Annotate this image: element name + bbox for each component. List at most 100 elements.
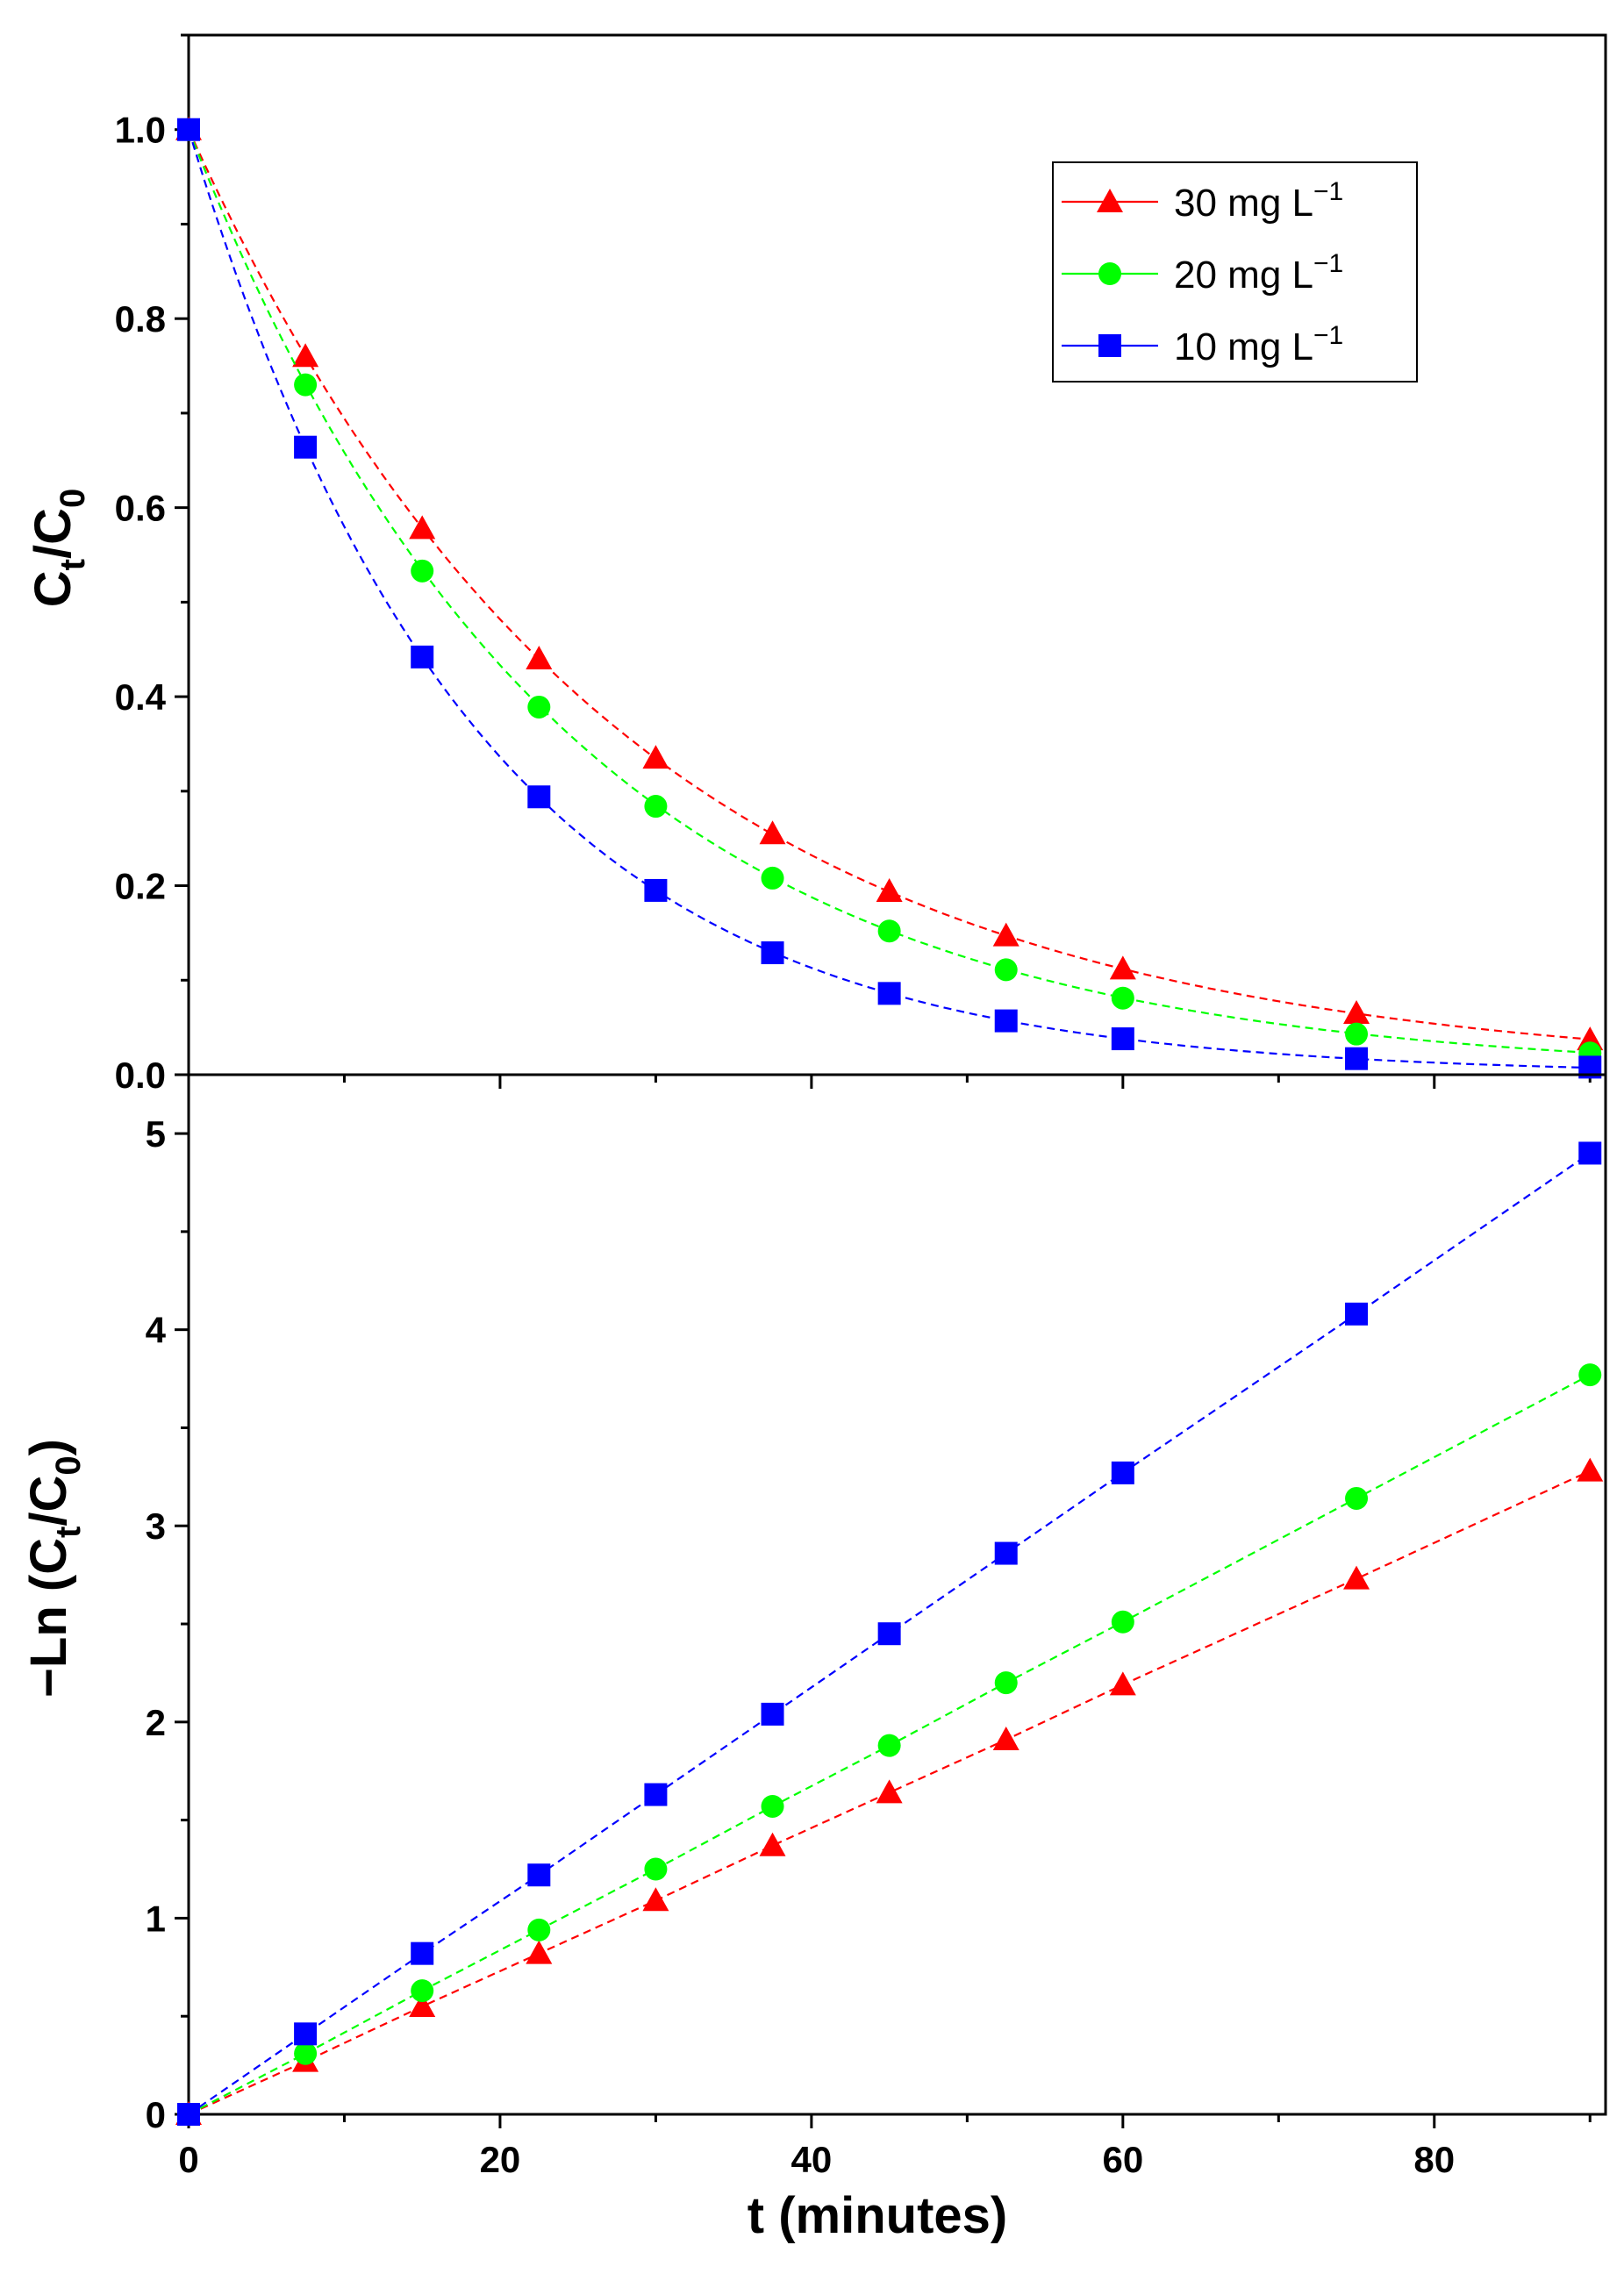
data-point-triangle (759, 820, 786, 845)
y-tick-label: 0.4 (115, 676, 167, 718)
x-tick-label: 60 (1102, 2139, 1143, 2180)
data-point-triangle (292, 343, 319, 368)
y-tick-label: 0 (146, 2094, 166, 2135)
data-point-square (877, 982, 901, 1005)
y-tick-label: 0.0 (115, 1055, 166, 1096)
y-tick-label: 0.8 (115, 298, 166, 340)
y-axis-title: Ct/C0 (25, 489, 92, 607)
bottom-panel-ln-ct-c0: 0 1 2 3 4 5 0 20 40 60 80 −Ln (Ct/C0) (20, 1073, 1607, 2180)
data-point-triangle (409, 515, 436, 540)
data-point-square (644, 878, 668, 902)
data-point-square (1111, 1027, 1134, 1051)
y-tick-label: 3 (146, 1505, 166, 1547)
y-tick-label: 0.2 (115, 866, 166, 907)
data-point-triangle (1577, 1457, 1604, 1482)
data-point-triangle (642, 745, 669, 769)
y-axis-title: −Ln (Ct/C0) (20, 1439, 88, 1698)
data-point-circle (1111, 986, 1134, 1010)
series-line (188, 1469, 1591, 2116)
data-point-circle (1345, 1022, 1369, 1046)
data-point-circle (411, 1979, 434, 2003)
y-axis-title-mid: /C (20, 1476, 77, 1527)
data-point-triangle (642, 1887, 669, 1912)
plot-frame (187, 1073, 1607, 2116)
y-axis-title-main: −Ln (C (20, 1538, 77, 1698)
data-point-triangle (1109, 955, 1136, 980)
data-point-circle (644, 795, 668, 819)
x-tick-label: 20 (480, 2139, 521, 2180)
data-point-square (294, 2022, 318, 2046)
data-point-triangle (409, 1993, 436, 2018)
legend-marker-triangle (1097, 189, 1123, 212)
data-point-square (177, 118, 200, 141)
y-axis-title-sub: 0 (54, 489, 92, 508)
data-point-square (411, 1941, 434, 1965)
legend-label-name: 30 mg L (1174, 182, 1313, 225)
y-axis-title-sub: 0 (49, 1455, 88, 1475)
data-point-square (411, 645, 434, 669)
data-point-triangle (992, 922, 1019, 947)
y-tick-label: 5 (146, 1113, 166, 1155)
data-point-triangle (526, 646, 553, 669)
x-tick-label: 80 (1413, 2139, 1455, 2180)
data-point-square (877, 1622, 901, 1646)
legend-label-name: 10 mg L (1174, 325, 1313, 368)
legend-label-sup: −1 (1313, 321, 1343, 350)
data-point-triangle (1109, 1671, 1136, 1696)
data-point-square (1345, 1047, 1369, 1070)
data-point-square (994, 1009, 1018, 1033)
data-point-circle (527, 695, 551, 719)
data-point-triangle (876, 1779, 903, 1804)
data-point-circle (1345, 1486, 1369, 1510)
data-point-triangle (759, 1832, 786, 1856)
data-point-circle (294, 2041, 318, 2065)
data-point-square (527, 785, 551, 809)
y-axis-title-end: ) (20, 1439, 77, 1455)
y-tick-label: 1.0 (115, 110, 166, 151)
data-point-square (527, 1863, 551, 1887)
data-point-triangle (1343, 1565, 1370, 1590)
data-point-circle (877, 919, 901, 943)
legend-label: 30 mg L−1 (1174, 177, 1343, 225)
data-point-triangle (526, 1940, 553, 1964)
series-line (188, 1152, 1591, 2115)
data-point-circle (1111, 1610, 1134, 1634)
x-tick-label: 0 (178, 2139, 198, 2180)
data-point-square (177, 2103, 200, 2126)
y-tick-label: 1 (146, 1898, 166, 1939)
data-point-square (761, 1702, 784, 1726)
data-point-circle (411, 559, 434, 583)
legend-marker-square (1098, 334, 1121, 357)
data-point-square (994, 1541, 1018, 1565)
y-axis-title-main: C (25, 570, 82, 607)
data-point-circle (527, 1918, 551, 1941)
data-point-circle (644, 1857, 668, 1881)
data-point-square (1345, 1302, 1369, 1326)
data-point-circle (1578, 1363, 1602, 1387)
data-point-square (1111, 1461, 1134, 1484)
legend-label-name: 20 mg L (1174, 254, 1313, 297)
legend-label-sup: −1 (1313, 249, 1343, 278)
data-point-circle (761, 866, 784, 890)
data-point-triangle (1343, 999, 1370, 1024)
y-axis-title-mid: /C (25, 508, 82, 559)
data-point-square (761, 941, 784, 965)
y-axis-title-sub: t (54, 559, 92, 570)
legend-label: 20 mg L−1 (1174, 249, 1343, 297)
y-tick-label: 2 (146, 1702, 166, 1743)
data-point-circle (877, 1734, 901, 1757)
legend-label-sup: −1 (1313, 177, 1343, 206)
data-point-circle (294, 373, 318, 397)
y-tick-label: 4 (146, 1310, 167, 1351)
data-point-triangle (992, 1726, 1019, 1750)
data-point-square (294, 435, 318, 459)
data-point-circle (994, 1671, 1018, 1695)
data-point-square (1578, 1141, 1602, 1165)
data-point-circle (994, 958, 1018, 982)
x-tick-label: 40 (791, 2139, 833, 2180)
data-point-circle (761, 1794, 784, 1818)
x-axis-title: t (minutes) (748, 2187, 1007, 2244)
legend-label: 10 mg L−1 (1174, 321, 1343, 368)
